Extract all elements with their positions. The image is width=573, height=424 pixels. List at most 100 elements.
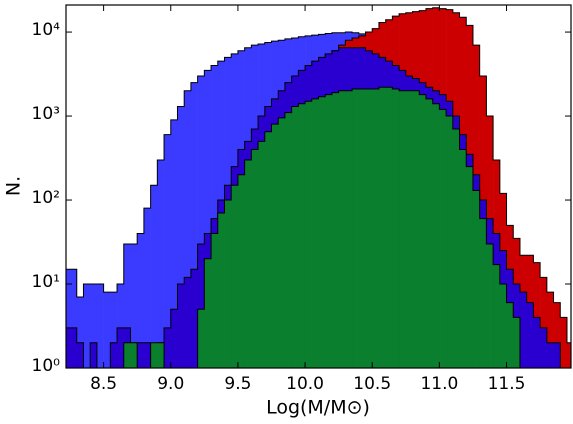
histogram-bar [170,119,178,368]
histogram-bar [66,327,71,368]
histogram-bar [278,117,286,368]
histogram-bar [117,327,125,368]
histogram-bar [164,134,172,368]
histogram-bar [184,277,192,368]
histogram-outline [66,86,571,368]
histogram-bar [540,327,548,368]
histogram-bar [211,65,219,368]
histogram-bar [164,327,172,368]
histogram-bar [325,94,333,368]
y-tick-label: 10⁰ [32,356,61,376]
histogram-bar [224,200,232,368]
y-tick-label: 10¹ [32,272,60,292]
histogram-bar [170,309,178,368]
histogram-bar [184,90,192,368]
histogram-bar [546,292,554,368]
histogram-bar [110,342,118,368]
histogram-bar [439,109,447,368]
histogram-bar [479,218,487,368]
histogram-bar [70,327,78,368]
y-tick-label: 10² [32,188,60,208]
histogram-bar [533,262,541,368]
histogram-bar [150,185,158,368]
histogram-bar [66,269,71,368]
y-tick-label: 10³ [32,104,60,124]
histogram-bar [130,243,138,368]
histogram-bar [311,98,319,368]
histogram-bar [251,149,259,368]
histogram-bar [76,342,84,368]
histogram-bar [143,208,151,368]
histogram-bar [211,233,219,368]
histogram-bar [352,88,360,368]
x-tick-label: 10.5 [353,374,391,394]
histogram-bar [526,302,534,368]
histogram-bar [291,106,299,368]
histogram-bar [540,277,548,368]
histogram-bar [560,317,568,368]
y-axis-label: N. [3,176,25,196]
histogram-bar [298,103,306,368]
histogram-bar [103,292,111,368]
histogram-bar [533,317,541,368]
histogram-bar [345,90,353,368]
histogram-bar [204,258,212,368]
histogram-bar [197,309,205,368]
histogram-bar [358,88,366,368]
x-tick-label: 8.5 [90,374,117,394]
histogram-bar [305,101,313,368]
histogram-bar [271,124,279,368]
histogram-bar [190,82,198,368]
histogram-bar [318,96,326,368]
histogram-bar [466,166,474,368]
histogram-bar [546,342,554,368]
histogram-bar [385,87,393,368]
histogram-bar [177,284,185,368]
histogram-bar [231,185,239,368]
histogram-bar [130,342,138,368]
plot-area [66,7,571,368]
histogram-bar [338,90,346,368]
histogram-bar [157,159,165,368]
x-tick-label: 11.5 [488,374,526,394]
histogram-bar [425,98,433,368]
histogram-bar [264,131,272,368]
histogram-bar [123,342,131,368]
histogram-bar [419,94,427,368]
histogram-bar [258,141,266,368]
histogram-bar [392,88,400,368]
histogram-bar [90,284,98,368]
histogram-bar [459,149,467,368]
histogram-bar [143,342,151,368]
histogram-bar [197,75,205,368]
x-tick-label: 10.0 [286,374,324,394]
histogram-bar [70,269,78,368]
histogram-bar [553,302,561,368]
histogram-bar [331,92,339,368]
x-tick-label: 9.5 [224,374,251,394]
histogram-bar [472,190,480,368]
histogram-bar [405,90,413,368]
histogram-bar [90,342,98,368]
histogram-bar [493,264,501,368]
histogram-bar [244,159,252,368]
histogram-bar [399,90,407,368]
histogram-bar [372,88,380,368]
histogram-bar [432,103,440,368]
histogram-bar [137,233,145,368]
histogram-bar [217,213,225,368]
histogram-bar [378,87,386,368]
histogram-bar [513,317,521,368]
histogram-bar [446,116,454,368]
histogram-bar [76,297,84,368]
histogram-bar [150,342,158,368]
histogram-bar [412,90,420,368]
histogram-bar [506,302,514,368]
histogram-bar [197,243,205,368]
histogram-bar [123,243,131,368]
plot-frame [65,4,572,369]
x-axis-label: Log(M/M⊙) [266,397,370,419]
histogram-bar [566,342,571,368]
histogram-bar [177,106,185,368]
